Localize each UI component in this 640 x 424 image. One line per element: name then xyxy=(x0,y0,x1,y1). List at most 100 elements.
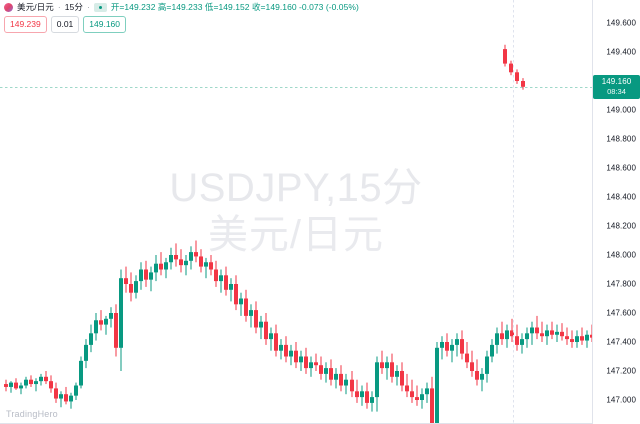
candle-wick xyxy=(541,321,543,342)
candle-body xyxy=(119,278,123,348)
candle-wick xyxy=(195,240,197,263)
candle-body xyxy=(360,391,364,398)
candle-body xyxy=(309,362,313,369)
candle-body xyxy=(334,373,338,380)
last-price-line xyxy=(0,87,592,88)
candle-body xyxy=(244,298,248,316)
price-tick: 149.400 xyxy=(606,47,636,57)
candle-body xyxy=(530,327,534,334)
legend-symbol[interactable]: 美元/日元 xyxy=(17,2,54,12)
price-tick: 149.600 xyxy=(606,18,636,28)
legend-interval[interactable]: 15分 xyxy=(64,2,83,12)
candle-body xyxy=(425,388,429,395)
candle-body xyxy=(540,333,544,337)
candle-body xyxy=(234,284,238,305)
price-tick: 147.200 xyxy=(606,366,636,376)
candle-body xyxy=(4,384,8,387)
candle-body xyxy=(284,344,288,357)
usdjpy-pair-icon xyxy=(4,3,13,12)
candle-body xyxy=(455,339,459,345)
candle-body xyxy=(264,321,268,340)
candle-body xyxy=(580,336,584,341)
candle-body xyxy=(520,339,524,345)
candle-body xyxy=(204,262,208,267)
candle-wick xyxy=(416,385,418,406)
candle-wick xyxy=(531,321,533,345)
candle-body xyxy=(560,331,564,337)
candle-body xyxy=(154,263,158,273)
candle-body xyxy=(545,330,549,337)
candle-body xyxy=(274,333,278,351)
tick-step-pill[interactable]: 0.01 xyxy=(50,16,80,33)
candle-body xyxy=(9,382,13,387)
candle-wick xyxy=(240,292,242,316)
candle-body xyxy=(134,281,138,293)
candle-body xyxy=(344,379,348,386)
legend-pill-row: 149.239 0.01 149.160 xyxy=(4,16,359,33)
candle-body xyxy=(339,373,343,386)
candle-wick xyxy=(571,330,573,348)
price-tick: 148.600 xyxy=(606,163,636,173)
candle-body xyxy=(139,269,143,282)
candle-body xyxy=(304,356,308,369)
candle-body xyxy=(259,321,263,328)
chart-pane[interactable]: USDJPY,15分 美元/日元 xyxy=(0,0,592,424)
price-tick: 148.400 xyxy=(606,192,636,202)
candle-body xyxy=(299,356,303,363)
candle-body xyxy=(289,350,293,357)
candle-wick xyxy=(20,382,22,395)
candle-body xyxy=(69,395,73,402)
candle-body xyxy=(59,394,63,399)
candle-body xyxy=(470,362,474,371)
candle-body xyxy=(329,368,333,380)
candle-body xyxy=(29,379,33,385)
price-tick: 147.000 xyxy=(606,395,636,405)
candle-body xyxy=(390,362,394,377)
candle-body xyxy=(430,388,434,424)
last-price-pill[interactable]: 149.160 xyxy=(83,16,127,33)
candle-wick xyxy=(591,324,592,342)
candle-body xyxy=(420,394,424,400)
price-tick: 147.600 xyxy=(606,308,636,318)
candle-body xyxy=(179,259,183,266)
candle-body xyxy=(114,313,118,348)
candle-body xyxy=(565,336,569,340)
candle-body xyxy=(94,320,98,334)
candle-body xyxy=(495,333,499,345)
candle-body xyxy=(219,275,223,282)
candle-body xyxy=(465,353,469,363)
candle-body xyxy=(229,284,233,290)
candle-body xyxy=(159,263,163,270)
candle-body xyxy=(39,376,43,382)
candle-body xyxy=(515,336,519,345)
price-axis[interactable]: 149.160 08:34 149.600149.400149.200149.0… xyxy=(593,0,640,424)
candle-body xyxy=(370,397,374,403)
session-high-pill[interactable]: 149.239 xyxy=(4,16,47,33)
candle-body xyxy=(505,330,509,340)
candle-body xyxy=(84,344,88,361)
candle-body xyxy=(460,339,464,354)
data-source-icon[interactable] xyxy=(93,3,107,12)
candle-body xyxy=(314,362,318,366)
candle-body xyxy=(194,252,198,257)
candle-body xyxy=(435,347,439,424)
candle-body xyxy=(109,313,113,319)
axis-divider xyxy=(592,0,593,424)
price-tick: 147.800 xyxy=(606,279,636,289)
candle-body xyxy=(294,350,298,363)
candle-body xyxy=(350,379,354,392)
candle-body xyxy=(79,360,83,386)
candle-body xyxy=(19,385,23,389)
candle-body xyxy=(174,255,178,260)
candle-wick xyxy=(386,356,388,380)
candle-body xyxy=(189,252,193,261)
candle-body xyxy=(74,385,78,396)
candle-body xyxy=(104,318,108,325)
candle-wick xyxy=(481,368,483,392)
candle-body xyxy=(450,344,454,351)
legend-title-row: 美元/日元 · 15分 · 开=149.232 高=149.233 低=149.… xyxy=(4,2,359,13)
candle-body xyxy=(585,334,589,341)
candle-wick xyxy=(105,315,107,335)
candle-body xyxy=(49,381,53,389)
